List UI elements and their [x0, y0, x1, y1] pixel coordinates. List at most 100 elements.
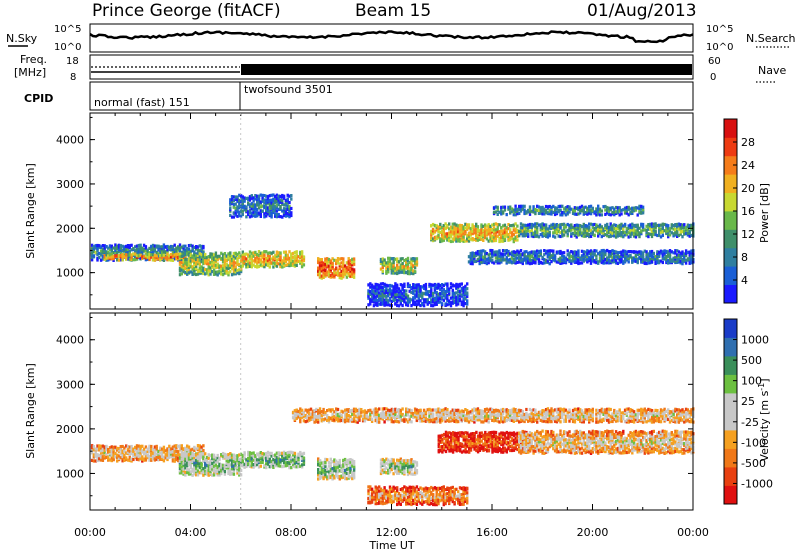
heatmap-cell — [317, 266, 320, 270]
heatmap-cell — [103, 450, 106, 455]
heatmap-cell — [503, 230, 507, 234]
heatmap-cell — [187, 260, 191, 264]
heatmap-cell — [139, 256, 142, 260]
heatmap-cell — [193, 245, 196, 250]
heatmap-cell — [126, 250, 130, 254]
heatmap-cell — [643, 258, 646, 262]
heatmap-cell — [284, 263, 288, 267]
heatmap-cell — [553, 257, 557, 262]
heatmap-cell — [448, 231, 451, 235]
heatmap-cell — [544, 229, 548, 233]
heatmap-cell — [162, 243, 166, 247]
heatmap-cell — [539, 261, 542, 265]
heatmap-cell — [471, 229, 474, 233]
heatmap-cell — [650, 222, 654, 226]
heatmap-cell — [299, 250, 302, 254]
heatmap-cell — [349, 458, 352, 462]
heatmap-cell — [485, 262, 489, 266]
heatmap-cell — [530, 261, 533, 265]
heatmap-cell — [189, 451, 192, 455]
heatmap-cell — [575, 206, 578, 210]
heatmap-cell — [528, 225, 532, 229]
heatmap-cell — [223, 466, 227, 470]
heatmap-cell — [381, 457, 384, 462]
heatmap-cell — [162, 445, 166, 449]
heatmap-cell — [527, 254, 530, 258]
heatmap-cell — [378, 291, 381, 295]
heatmap-cell — [668, 229, 672, 233]
heatmap-cell — [611, 231, 614, 235]
heatmap-cell — [475, 224, 478, 228]
heatmap-cell — [112, 250, 115, 255]
heatmap-cell — [261, 253, 264, 257]
heatmap-cell — [335, 266, 338, 270]
heatmap-cell — [584, 229, 587, 233]
heatmap-cell — [320, 276, 323, 280]
heatmap-cell — [200, 471, 203, 475]
heatmap-cell — [598, 213, 602, 217]
heatmap-cell — [442, 236, 445, 240]
heatmap-cell — [679, 225, 682, 229]
heatmap-cell — [275, 215, 279, 219]
heatmap-cell — [597, 207, 600, 211]
heatmap-cell — [537, 261, 541, 265]
heatmap-cell — [431, 227, 435, 232]
heatmap-cell — [229, 472, 232, 476]
heatmap-cell — [252, 259, 255, 263]
heatmap-cell — [270, 454, 273, 458]
heatmap-cell — [591, 250, 594, 254]
heatmap-cell — [98, 255, 101, 260]
heatmap-cell — [562, 207, 566, 211]
heatmap-cell — [480, 231, 483, 235]
heatmap-cell — [252, 451, 255, 455]
heatmap-cell — [521, 226, 524, 230]
heatmap-cell — [442, 283, 445, 288]
heatmap-cell — [625, 233, 629, 237]
heatmap-cell — [243, 456, 246, 460]
heatmap-cell — [94, 251, 97, 255]
heatmap-cell — [284, 452, 288, 456]
heatmap-cell — [114, 455, 117, 459]
heatmap-cell — [431, 291, 435, 296]
heatmap-cell — [126, 254, 130, 258]
heatmap-cell — [275, 199, 279, 203]
heatmap-cell — [196, 452, 200, 456]
heatmap-cell — [553, 254, 557, 258]
heatmap-cell — [667, 229, 670, 233]
heatmap-cell — [385, 269, 388, 273]
heatmap-cell — [379, 293, 383, 298]
heatmap-cell — [390, 262, 393, 266]
heatmap-cell — [187, 244, 191, 248]
heatmap-cell — [232, 453, 236, 457]
heatmap-cell — [561, 261, 564, 265]
heatmap-cell — [614, 223, 618, 228]
heatmap-cell — [388, 265, 392, 269]
heatmap-cell — [214, 254, 218, 258]
heatmap-cell — [146, 248, 149, 252]
heatmap-cell — [335, 259, 338, 263]
heatmap-cell — [645, 257, 648, 261]
heatmap-cell — [123, 247, 126, 251]
heatmap-cell — [399, 263, 402, 267]
heatmap-cell — [564, 230, 568, 234]
heatmap-cell — [521, 207, 524, 211]
heatmap-cell — [300, 465, 304, 469]
heatmap-cell — [652, 257, 655, 261]
heatmap-cell — [117, 254, 121, 258]
heatmap-cell — [245, 460, 248, 464]
heatmap-cell — [342, 458, 345, 462]
heatmap-cell — [501, 231, 505, 235]
heatmap-cell — [151, 246, 155, 251]
heatmap-cell — [151, 258, 155, 262]
heatmap-cell — [640, 207, 643, 211]
heatmap-cell — [177, 252, 180, 256]
heatmap-cell — [492, 250, 496, 254]
heatmap-cell — [376, 291, 379, 295]
heatmap-cell — [491, 234, 494, 238]
heatmap-cell — [492, 210, 496, 214]
heatmap-cell — [555, 223, 559, 227]
heatmap-cell — [284, 464, 288, 468]
heatmap-cell — [196, 260, 200, 264]
heatmap-cell — [625, 250, 629, 254]
heatmap-cell — [606, 228, 609, 232]
